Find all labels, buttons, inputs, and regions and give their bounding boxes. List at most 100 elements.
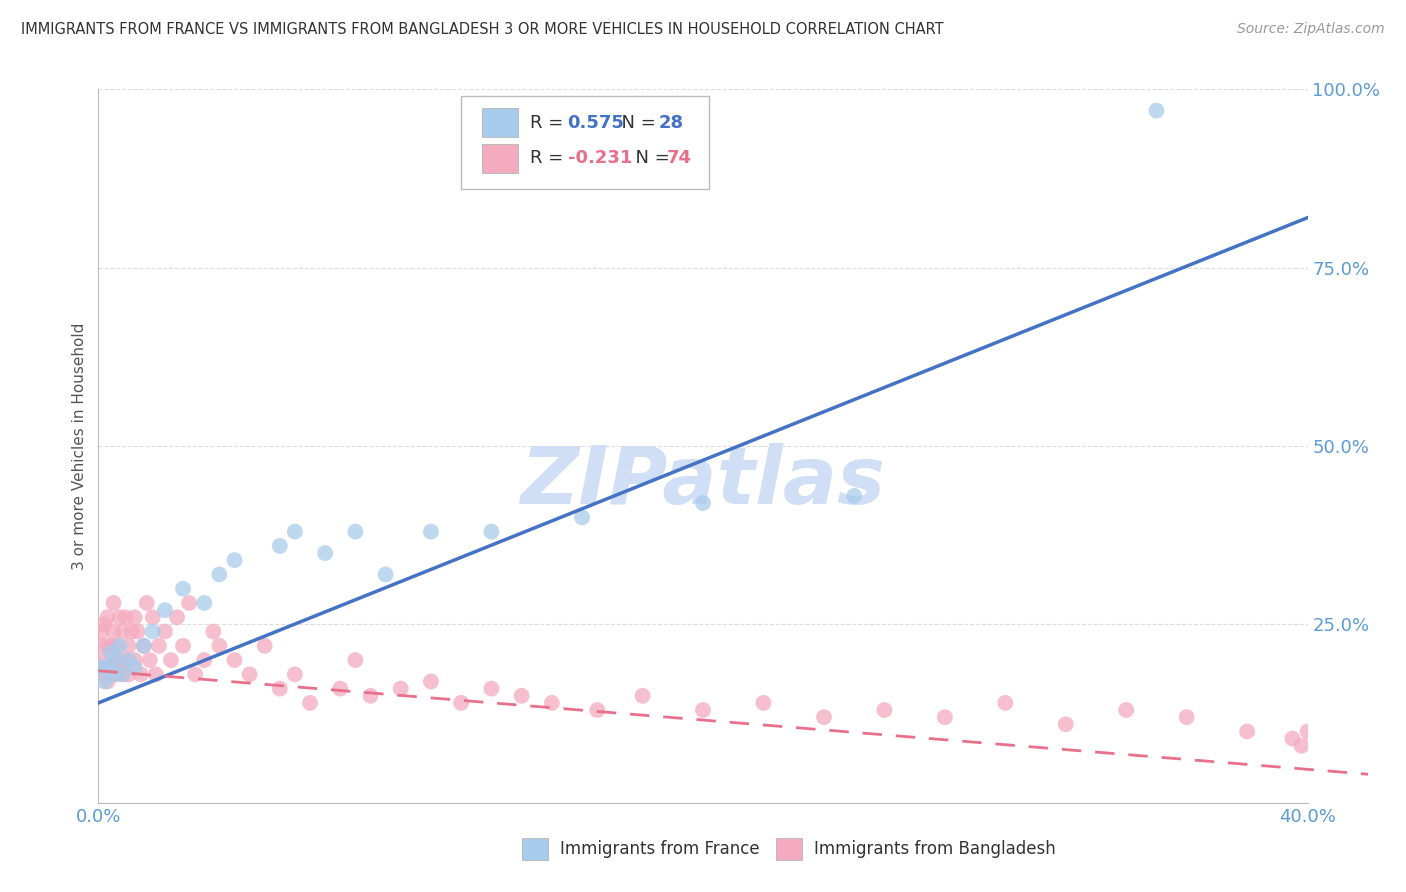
Text: Source: ZipAtlas.com: Source: ZipAtlas.com	[1237, 22, 1385, 37]
Point	[224, 653, 246, 667]
Text: N =: N =	[624, 150, 676, 168]
Point	[100, 646, 122, 660]
Point	[389, 681, 412, 696]
Point	[586, 703, 609, 717]
Point	[103, 653, 125, 667]
Point	[314, 546, 336, 560]
Point	[299, 696, 322, 710]
FancyBboxPatch shape	[482, 109, 517, 137]
Point	[132, 639, 155, 653]
Text: R =: R =	[530, 150, 569, 168]
Text: 74: 74	[666, 150, 692, 168]
Point	[135, 596, 157, 610]
Point	[813, 710, 835, 724]
Point	[184, 667, 207, 681]
Point	[127, 624, 149, 639]
Point	[142, 610, 165, 624]
Point	[420, 524, 443, 539]
Text: Immigrants from France: Immigrants from France	[561, 840, 761, 858]
Point	[103, 596, 125, 610]
Point	[118, 653, 141, 667]
Point	[450, 696, 472, 710]
Point	[111, 667, 134, 681]
Point	[253, 639, 276, 653]
Point	[100, 660, 122, 674]
Point	[224, 553, 246, 567]
Point	[179, 596, 201, 610]
Point	[93, 674, 115, 689]
Point	[1296, 724, 1319, 739]
Point	[193, 596, 215, 610]
Point	[571, 510, 593, 524]
Point	[481, 524, 503, 539]
Point	[103, 667, 125, 681]
Text: -0.231: -0.231	[568, 150, 631, 168]
Point	[344, 653, 367, 667]
Point	[96, 639, 118, 653]
Point	[1281, 731, 1303, 746]
Point	[284, 524, 307, 539]
Point	[172, 582, 194, 596]
Point	[90, 660, 112, 674]
Text: 28: 28	[658, 114, 683, 132]
Point	[692, 703, 714, 717]
Point	[329, 681, 352, 696]
Point	[103, 624, 125, 639]
Point	[108, 610, 131, 624]
Point	[160, 653, 183, 667]
FancyBboxPatch shape	[776, 838, 803, 860]
Point	[202, 624, 225, 639]
Point	[934, 710, 956, 724]
Text: ZIPatlas: ZIPatlas	[520, 442, 886, 521]
Point	[360, 689, 382, 703]
Point	[111, 624, 134, 639]
Point	[1115, 703, 1137, 717]
Point	[153, 624, 176, 639]
Point	[1144, 103, 1167, 118]
Point	[96, 660, 118, 674]
Point	[284, 667, 307, 681]
Point	[172, 639, 194, 653]
Y-axis label: 3 or more Vehicles in Household: 3 or more Vehicles in Household	[72, 322, 87, 570]
Point	[118, 667, 141, 681]
Point	[124, 610, 146, 624]
Point	[114, 610, 136, 624]
Point	[269, 681, 291, 696]
Point	[105, 653, 128, 667]
Point	[844, 489, 866, 503]
Point	[124, 653, 146, 667]
Text: IMMIGRANTS FROM FRANCE VS IMMIGRANTS FROM BANGLADESH 3 OR MORE VEHICLES IN HOUSE: IMMIGRANTS FROM FRANCE VS IMMIGRANTS FRO…	[21, 22, 943, 37]
Point	[90, 624, 112, 639]
Point	[1236, 724, 1258, 739]
Point	[96, 610, 118, 624]
Point	[121, 624, 143, 639]
Point	[994, 696, 1017, 710]
Text: Immigrants from Bangladesh: Immigrants from Bangladesh	[814, 840, 1056, 858]
Point	[90, 639, 112, 653]
Point	[631, 689, 654, 703]
Point	[481, 681, 503, 696]
Point	[269, 539, 291, 553]
Point	[139, 653, 162, 667]
Point	[132, 639, 155, 653]
Point	[118, 639, 141, 653]
Point	[108, 653, 131, 667]
Point	[153, 603, 176, 617]
Point	[193, 653, 215, 667]
Point	[142, 624, 165, 639]
Point	[129, 667, 152, 681]
Point	[93, 667, 115, 681]
Point	[208, 639, 231, 653]
Point	[124, 660, 146, 674]
Point	[1291, 739, 1313, 753]
Point	[510, 689, 533, 703]
Point	[692, 496, 714, 510]
Point	[1175, 710, 1198, 724]
Text: N =: N =	[610, 114, 661, 132]
Point	[93, 653, 115, 667]
Point	[90, 660, 112, 674]
Point	[208, 567, 231, 582]
Point	[540, 696, 562, 710]
FancyBboxPatch shape	[522, 838, 548, 860]
Point	[752, 696, 775, 710]
